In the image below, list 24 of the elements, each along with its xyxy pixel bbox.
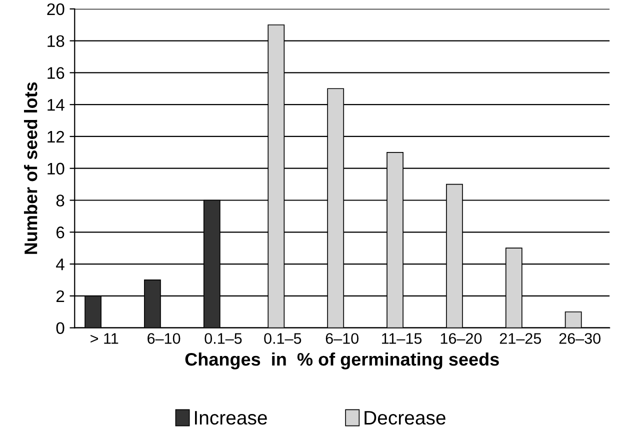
y-tick-label: 10 (48, 162, 64, 175)
y-tick-label: 16 (48, 67, 64, 79)
y-tick-label: 14 (48, 99, 64, 111)
x-tick-label: 21–25 (500, 333, 542, 344)
legend-label: Increase (195, 411, 267, 425)
x-tick-label: 6–10 (326, 333, 358, 344)
y-tick-label: 8 (56, 194, 64, 206)
x-tick-label: 26–30 (559, 333, 600, 344)
y-tick-label: 2 (56, 290, 64, 302)
x-tick-label: 0.1–5 (204, 333, 242, 344)
x-tick-label: 6–10 (148, 333, 180, 344)
y-axis-title: Number of seed lots (24, 82, 38, 254)
y-tick-label: 6 (56, 226, 64, 238)
y-tick-label: 18 (48, 35, 64, 48)
x-tick-label: 16–20 (440, 333, 482, 344)
x-tick-label: 0.1–5 (264, 333, 302, 344)
y-tick-label: 20 (47, 3, 64, 16)
x-axis-title: Changes in % of germinating seeds (185, 352, 499, 370)
y-tick-label: 0 (56, 322, 64, 334)
y-tick-label: 12 (48, 130, 64, 143)
legend-label: Decrease (364, 411, 446, 425)
y-tick-label: 4 (56, 258, 64, 270)
x-tick-label: > 11 (90, 333, 118, 344)
x-tick-label: 11–15 (382, 333, 422, 344)
